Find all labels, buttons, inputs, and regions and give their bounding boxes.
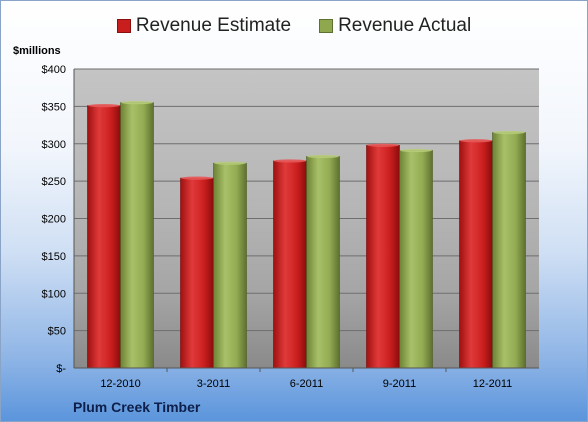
y-tick-label: $300 [42, 139, 66, 151]
y-axis-unit-label: $millions [13, 45, 61, 57]
bar-revenue-estimate [180, 177, 214, 369]
y-tick-label: $100 [42, 288, 66, 300]
bar-revenue-actual-cap [400, 148, 432, 153]
bar-revenue-actual [306, 156, 340, 369]
bar-revenue-estimate-cap [88, 104, 120, 108]
x-tick-label: 12-2011 [473, 378, 513, 390]
y-tick-label: $- [56, 363, 66, 375]
bar-revenue-actual [492, 132, 526, 369]
x-tick-label: 6-2011 [290, 378, 323, 390]
bar-revenue-actual-cap [121, 101, 153, 105]
bar-revenue-actual [399, 150, 433, 369]
legend-label-estimate: Revenue Estimate [135, 15, 292, 36]
legend-swatch-estimate [116, 19, 131, 33]
y-tick-label: $200 [42, 214, 66, 226]
x-tick-label: 3-2011 [197, 378, 230, 390]
bar-revenue-estimate [366, 144, 400, 369]
bar-revenue-estimate-cap [460, 139, 492, 143]
company-caption: Plum Creek Timber [73, 399, 201, 415]
bar-revenue-estimate-cap [181, 176, 213, 180]
bar-revenue-actual [213, 162, 247, 369]
bar-revenue-estimate-cap [274, 159, 306, 163]
legend: Revenue Estimate Revenue Actual [1, 15, 587, 37]
bar-revenue-estimate [273, 160, 307, 369]
y-tick-label: $350 [42, 101, 66, 113]
legend-item-estimate: Revenue Estimate [116, 15, 292, 37]
x-tick-label: 12-2010 [100, 378, 140, 390]
bar-revenue-actual-cap [493, 130, 525, 135]
bar-revenue-estimate [459, 140, 493, 369]
legend-item-actual: Revenue Actual [319, 15, 471, 37]
y-tick-label: $50 [48, 326, 66, 338]
bar-revenue-estimate-cap [367, 143, 399, 147]
bar-revenue-estimate [87, 105, 121, 369]
y-tick-label: $150 [42, 251, 66, 263]
bar-revenue-actual-cap [307, 154, 339, 159]
x-tick-label: 9-2011 [383, 378, 416, 390]
bar-revenue-actual [120, 102, 154, 369]
y-tick-label: $250 [42, 176, 66, 188]
y-tick-label: $400 [42, 64, 66, 76]
bar-revenue-actual-cap [214, 161, 246, 165]
legend-swatch-actual [319, 19, 334, 33]
legend-label-actual: Revenue Actual [338, 15, 472, 36]
